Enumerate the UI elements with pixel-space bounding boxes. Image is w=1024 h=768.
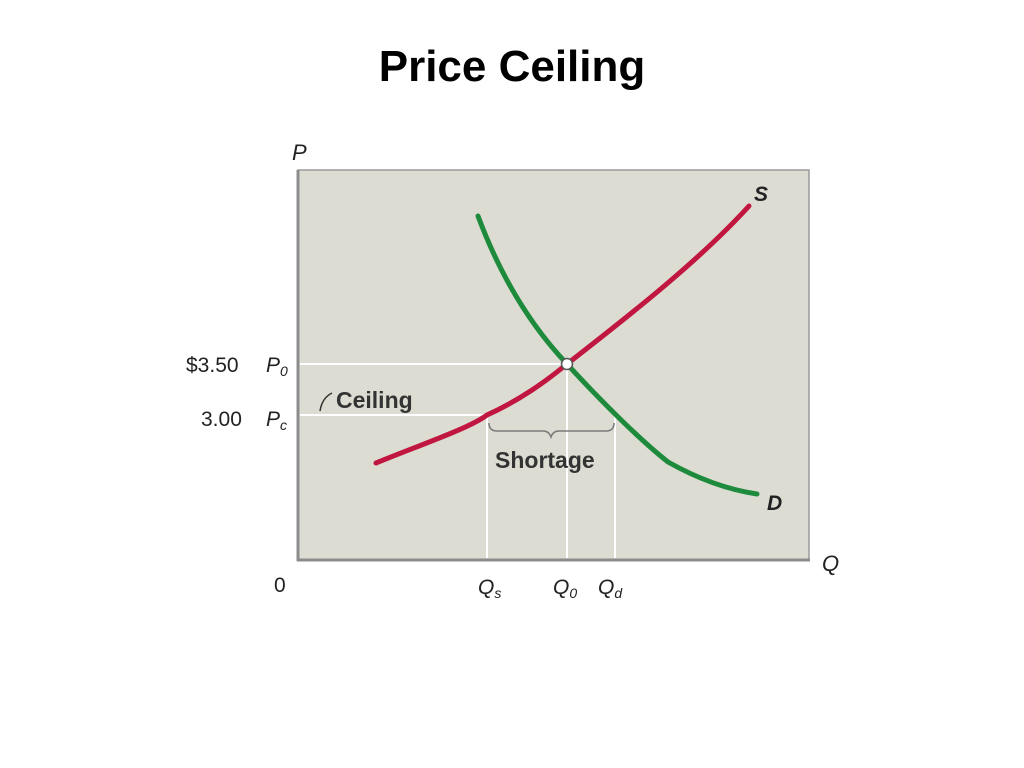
- ceiling-label: Ceiling: [336, 387, 413, 413]
- equilibrium-point: [560, 357, 574, 371]
- price-pc-label: Pc: [266, 408, 287, 433]
- qty-q0-label: Q0: [553, 576, 577, 601]
- demand-curve: [475, 213, 760, 497]
- qty-qs-label: Qs: [478, 576, 501, 601]
- price-p0-label: P0: [266, 354, 288, 379]
- axis-label-q: Q: [822, 551, 839, 576]
- price-pc-value: 3.00: [201, 408, 242, 431]
- supply-label: S: [754, 183, 768, 206]
- shortage-brace: [488, 422, 615, 440]
- supply-curve: [373, 203, 752, 466]
- price-p0-value: $3.50: [186, 354, 239, 377]
- origin-label: 0: [274, 574, 286, 597]
- slide-title: Price Ceiling: [378, 42, 646, 91]
- ceiling-pointer: [319, 392, 333, 412]
- qty-qd-label: Qd: [598, 576, 623, 601]
- axis-label-p: P: [292, 140, 307, 165]
- shortage-label: Shortage: [495, 447, 595, 473]
- demand-label: D: [767, 492, 782, 515]
